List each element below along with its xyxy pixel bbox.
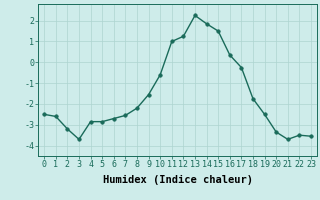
X-axis label: Humidex (Indice chaleur): Humidex (Indice chaleur)	[103, 175, 252, 185]
